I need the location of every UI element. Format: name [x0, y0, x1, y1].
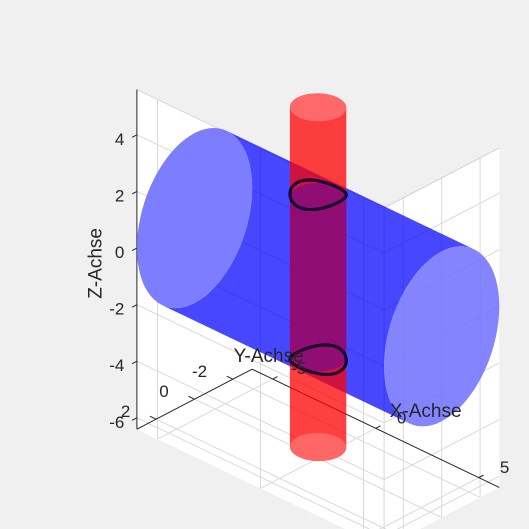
z-axis-label: Z-Achse	[86, 228, 107, 299]
surfaces	[136, 93, 500, 462]
y-tick-label: 0	[159, 382, 168, 401]
z-tick-label: 4	[115, 130, 124, 149]
intersection-curve-inner	[289, 344, 347, 375]
x-tick	[272, 376, 278, 380]
x-tick-label: 5	[500, 458, 509, 477]
x-tick-label: 0	[397, 409, 406, 428]
grid-line-z	[396, 475, 500, 529]
z-tick-label: -4	[109, 356, 124, 375]
y-axis-label: Y-Achse	[234, 346, 304, 367]
red-cylinder-bottom-cap	[290, 433, 347, 461]
grid-line-y	[155, 418, 387, 529]
x-tick	[375, 425, 381, 429]
z-tick	[131, 304, 138, 308]
red-cylinder-top-cap	[290, 93, 347, 122]
z-tick	[131, 417, 138, 421]
x-tick-label: -5	[291, 359, 306, 378]
blue-cylinder-near-cap	[136, 128, 253, 309]
y-tick	[149, 415, 157, 420]
z-tick	[131, 247, 138, 251]
z-tick-label: 0	[115, 243, 124, 262]
z-tick-label: -2	[109, 300, 124, 319]
x-tick	[478, 474, 484, 479]
y-tick	[226, 375, 234, 380]
x-axis-label: X-Achse	[390, 401, 462, 422]
blue-cylinder-far-cap	[384, 246, 500, 427]
z-tick	[131, 190, 138, 195]
y-tick-label: 2	[121, 402, 130, 421]
z-tick	[131, 360, 138, 365]
overlap-region	[289, 183, 347, 372]
grid-line-y	[232, 378, 481, 498]
grid-line-z	[383, 419, 500, 481]
y-tick-label: -2	[192, 362, 207, 381]
z-tick-label: 2	[115, 186, 124, 205]
y-tick	[188, 395, 195, 400]
box-edge	[383, 147, 500, 209]
intersection-curve-inner	[289, 179, 347, 211]
grid-line-z	[136, 360, 385, 481]
z-tick-label: -6	[109, 413, 124, 432]
z-tick	[131, 134, 138, 138]
grid-line-z	[136, 417, 371, 529]
